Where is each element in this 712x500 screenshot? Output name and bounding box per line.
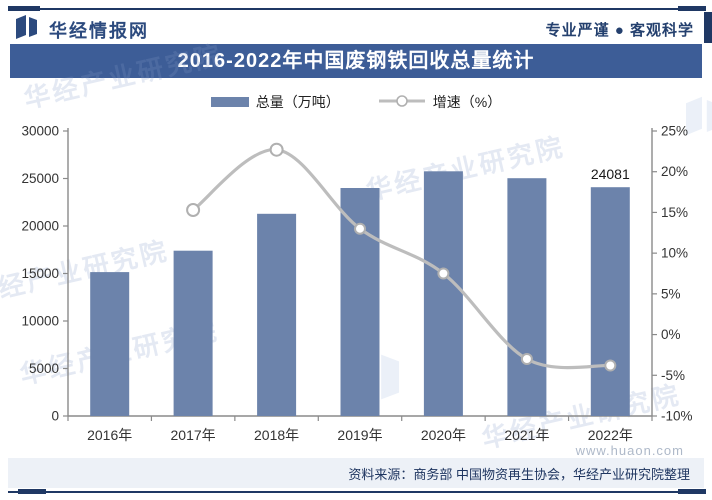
chart-title: 2016-2022年中国废钢铁回收总量统计 bbox=[10, 44, 702, 78]
x-tick-label: 2019年 bbox=[337, 427, 382, 443]
y-right-tick-label: 0% bbox=[661, 327, 681, 342]
y-left-tick-label: 0 bbox=[51, 409, 59, 424]
growth-marker-2022年 bbox=[604, 359, 617, 372]
y-right-tick-label: -10% bbox=[661, 409, 693, 424]
bottom-rule-accent-right bbox=[678, 489, 706, 494]
bar-value-label: 24081 bbox=[591, 166, 630, 182]
x-tick-label: 2017年 bbox=[171, 427, 216, 443]
y-right-tick-label: 10% bbox=[661, 246, 688, 261]
legend-item-total: 总量（万吨） bbox=[210, 92, 340, 112]
y-right-tick-label: -5% bbox=[661, 368, 685, 383]
slogan: 专业严谨 ● 客观科学 bbox=[545, 22, 694, 39]
watermark-url: www.huaon.com bbox=[575, 443, 684, 458]
bar-2018年 bbox=[257, 213, 297, 416]
y-right-tick-label: 25% bbox=[661, 124, 688, 139]
legend-label-growth: 增速（%） bbox=[432, 94, 502, 110]
bottom-rule-accent-left bbox=[18, 489, 46, 494]
top-rule bbox=[8, 8, 706, 10]
y-left-tick-label: 5000 bbox=[29, 361, 59, 376]
y-left-tick-label: 30000 bbox=[21, 124, 59, 139]
growth-marker-2021年 bbox=[520, 353, 533, 365]
header-right-bar bbox=[704, 12, 712, 43]
y-right-tick-label: 15% bbox=[661, 205, 688, 220]
growth-line bbox=[191, 148, 612, 370]
y-right-tick-label: 5% bbox=[661, 286, 681, 301]
brand: 华经情报网 bbox=[16, 15, 149, 44]
x-tick-label: 2020年 bbox=[421, 427, 466, 443]
bar-2020年 bbox=[423, 171, 463, 416]
growth-marker-2018年 bbox=[269, 142, 284, 157]
x-tick-label: 2022年 bbox=[588, 427, 633, 443]
y-left-tick-label: 15000 bbox=[21, 266, 59, 281]
legend-item-growth: 增速（%） bbox=[378, 92, 501, 112]
brand-name: 华经情报网 bbox=[49, 20, 149, 41]
top-rule-accent-left bbox=[8, 6, 40, 11]
y-right-tick-label: 20% bbox=[661, 164, 688, 179]
bar-2022年 bbox=[590, 187, 630, 416]
y-left-tick-label: 20000 bbox=[21, 219, 59, 234]
x-tick-label: 2018年 bbox=[254, 427, 299, 443]
chart-svg: 0 5000 10000 15000 20000 25000 30000 -10% -5% 0% 5… bbox=[21, 124, 693, 444]
legend-line-swatch bbox=[378, 94, 426, 111]
x-tick-label: 2021年 bbox=[504, 427, 549, 443]
source-band: 资料来源：商务部 中国物资再生协会，华经产业研究院整理 bbox=[8, 458, 704, 488]
legend-label-total: 总量（万吨） bbox=[255, 94, 340, 110]
y-left-tick-label: 25000 bbox=[21, 171, 59, 186]
growth-marker-2020年 bbox=[437, 267, 450, 280]
bar-2017年 bbox=[173, 250, 213, 416]
legend-bar-swatch bbox=[210, 97, 249, 107]
bar-2019年 bbox=[340, 188, 380, 416]
top-rule-accent-right bbox=[678, 6, 706, 11]
brand-logo-icon bbox=[16, 15, 41, 44]
growth-marker-2017年 bbox=[186, 203, 201, 217]
bar-2016年 bbox=[90, 272, 130, 416]
bottom-rule bbox=[8, 491, 706, 493]
bar-2021年 bbox=[507, 178, 547, 416]
source-text: 资料来源：商务部 中国物资再生协会，华经产业研究院整理 bbox=[348, 466, 690, 482]
x-tick-label: 2016年 bbox=[87, 427, 132, 443]
y-left-tick-label: 10000 bbox=[21, 314, 59, 329]
growth-marker-2019年 bbox=[354, 222, 366, 235]
legend: 总量（万吨） 增速（%） bbox=[0, 92, 712, 112]
